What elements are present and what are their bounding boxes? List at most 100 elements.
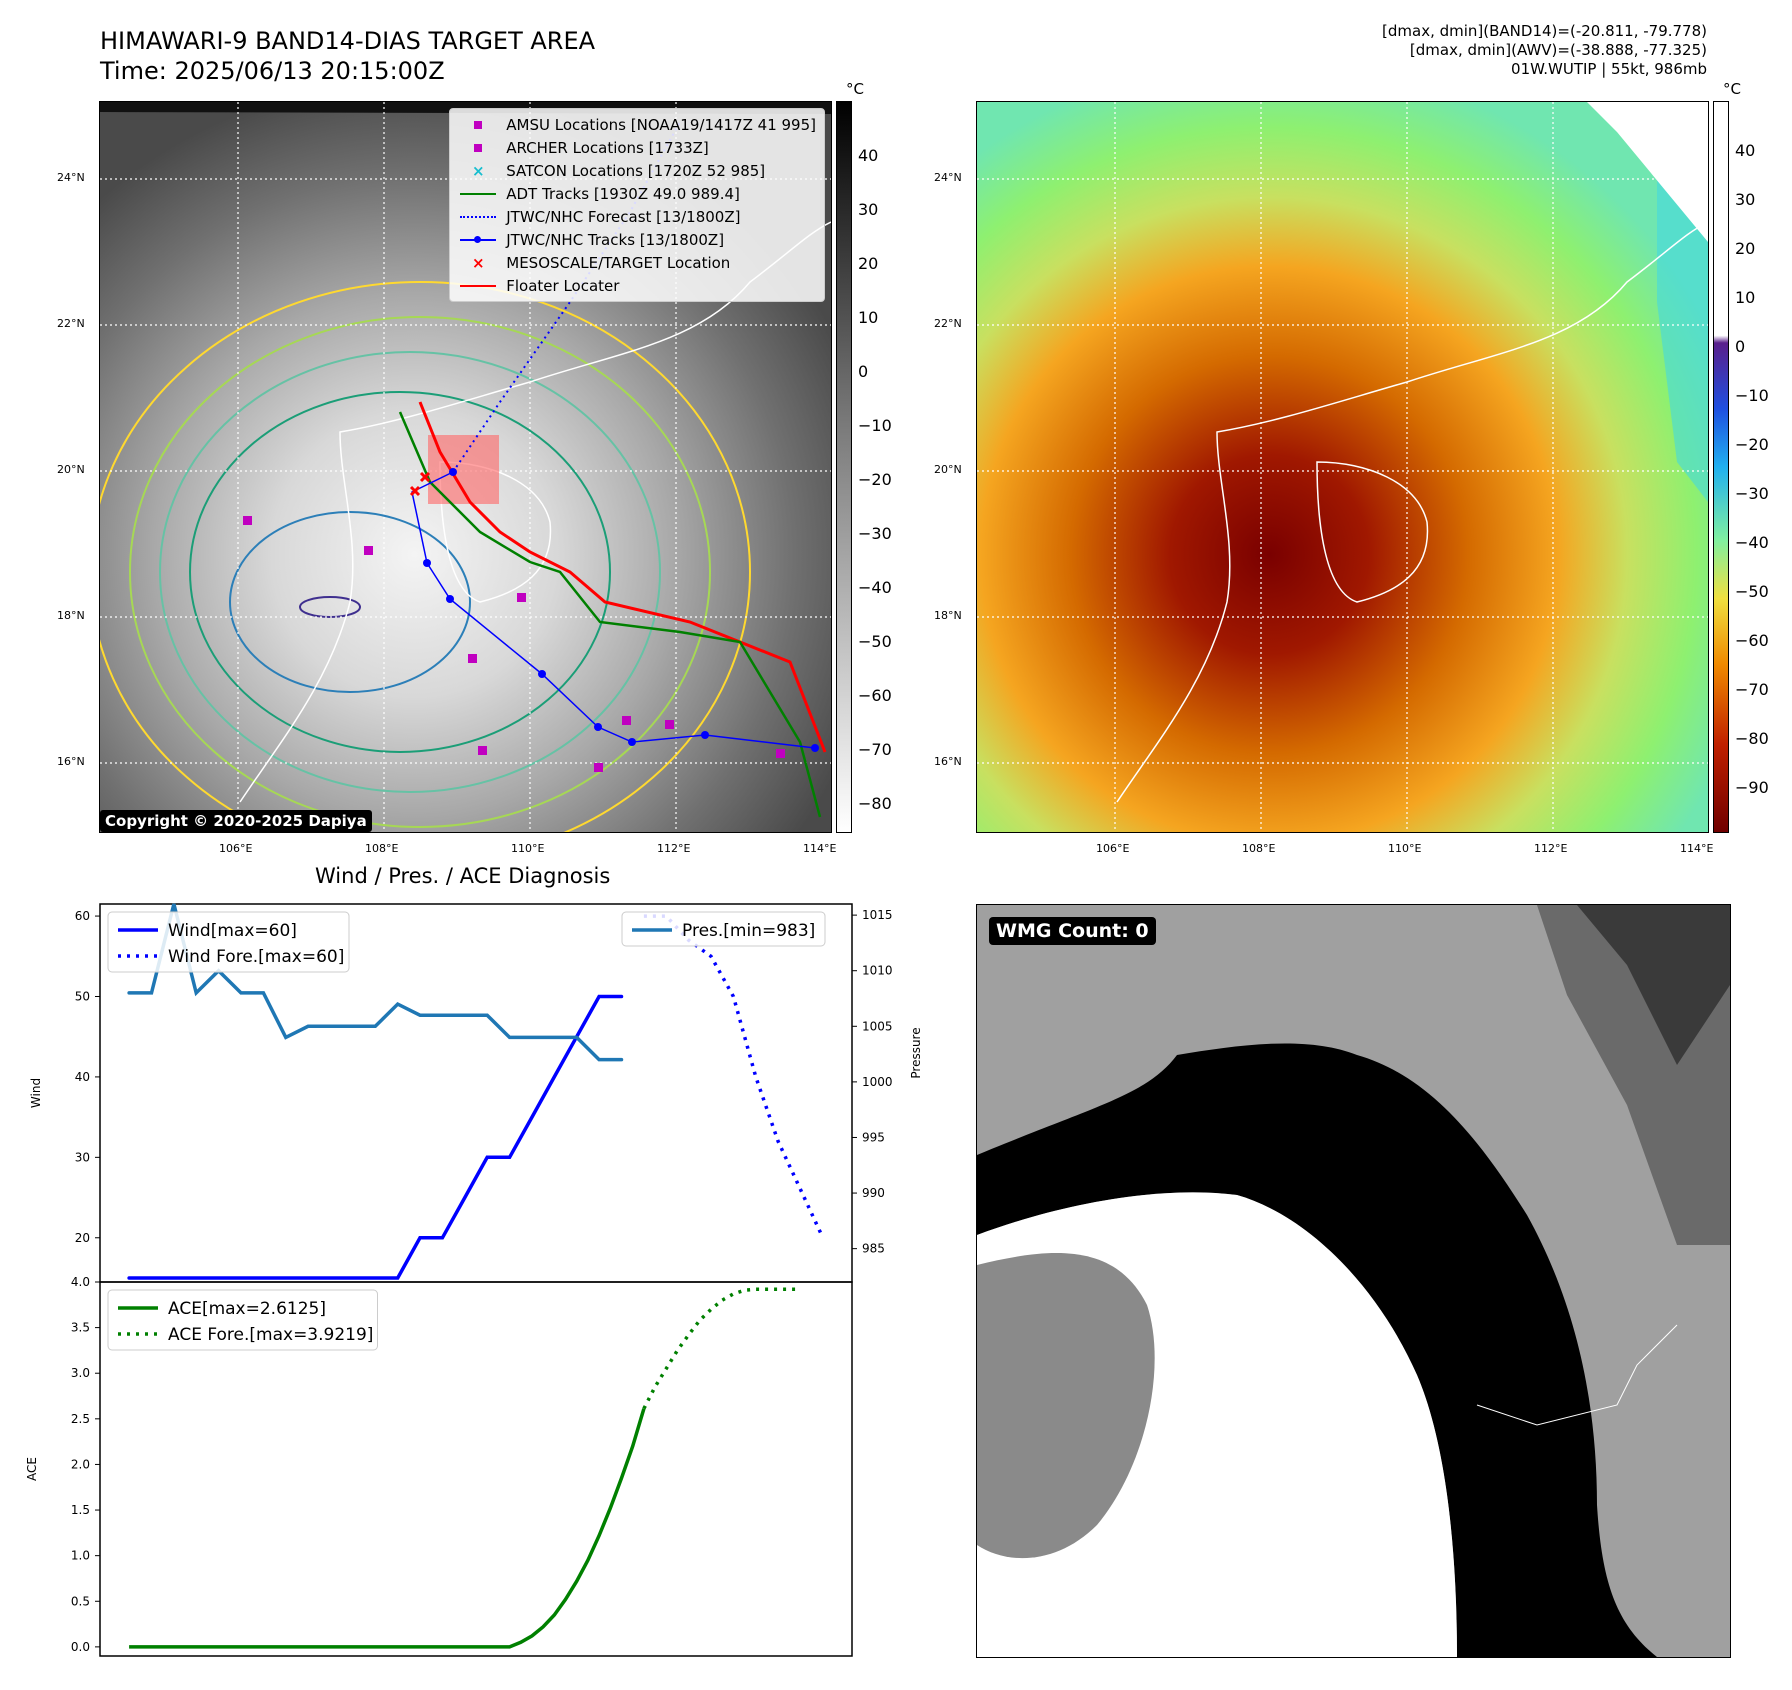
series-line-1 [643,914,825,1239]
wind-tick-label: 40 [75,1070,90,1084]
lon-label: 114°E [803,842,837,855]
pressure-tick-label: 1010 [862,964,893,978]
wmg-count-badge: WMG Count: 0 [989,917,1156,945]
ace-tick-label: 3.5 [71,1321,90,1335]
wind-axis-label: Wind [29,1078,43,1108]
pressure-tick-label: 1000 [862,1075,893,1089]
hainan-coastline [439,461,552,603]
colorbar-tick: −50 [1735,582,1769,601]
pressure-legend-box [621,911,826,947]
legend-item-jtwc-track: JTWC/NHC Tracks [13/1800Z] [458,228,816,251]
colorbar-tick: −40 [1735,533,1769,552]
square-marker-icon [474,143,483,152]
legend-item-adt: ADT Tracks [1930Z 49.0 989.4] [458,182,816,205]
wmg-gray-patch [977,1253,1155,1559]
ace-legend-label: ACE[max=2.6125] [168,1299,326,1319]
lon-label: 110°E [1388,842,1422,855]
lon-label: 106°E [219,842,253,855]
gridlines [977,102,1708,832]
ace-tick-label: 0.0 [71,1640,90,1654]
lon-label: 110°E [511,842,545,855]
diagnosis-title: Wind / Pres. / ACE Diagnosis [315,864,611,888]
info-storm: 01W.WUTIP | 55kt, 986mb [1511,60,1707,78]
colorbar-tick: −90 [1735,778,1769,797]
colorbar-tick: −20 [1735,435,1769,454]
colorbar-unit: °C [1723,80,1741,98]
colorbar-tick: −50 [858,632,892,651]
contour-teal [159,351,661,793]
contour-yellow [100,281,751,832]
colorbar-tick: −70 [858,740,892,759]
dot-marker-icon [474,236,482,243]
pressure-tick-label: 985 [862,1242,885,1256]
target-location-marks [409,471,431,497]
contour-rings [100,281,751,832]
ace-series-line-0 [129,1408,646,1649]
wind-tick-label: 30 [75,1150,90,1164]
lon-label: 114°E [1680,842,1714,855]
colorbar-tick: 0 [858,362,869,381]
colorbar-tick: −10 [1735,386,1769,405]
legend-item-forecast: JTWC/NHC Forecast [13/1800Z] [458,205,816,228]
lat-label: 24°N [57,171,85,184]
coastline [1476,1324,1678,1426]
ace-tick-label: 1.5 [71,1503,90,1517]
lat-label: 20°N [57,463,85,476]
square-marker-icon [474,120,483,129]
colorbar-unit: °C [846,80,864,98]
lat-label: 20°N [934,463,962,476]
lat-label: 18°N [934,609,962,622]
legend-item-satcon: × SATCON Locations [1720Z 52 985] [458,159,816,182]
lon-label: 108°E [1242,842,1276,855]
wind-tick-label: 50 [75,989,90,1003]
pressure-legend-label: Pres.[min=983] [682,921,815,941]
series-line-2 [127,903,624,1062]
ace-tick-label: 0.5 [71,1594,90,1608]
series-line-0 [127,994,624,1280]
colorbar-tick: 0 [1735,337,1746,356]
wind-legend-label: Wind[max=60] [168,921,297,941]
awv-colorbar [1713,101,1729,833]
lat-label: 16°N [934,755,962,768]
awv-map-panel [976,101,1709,833]
ace-axis-label: ACE [25,1457,39,1481]
wind-tick-label: 60 [75,909,90,923]
pressure-tick-label: 990 [862,1186,885,1200]
info-awv: [dmax, dmin](AWV)=(-38.888, -77.325) [1409,41,1707,59]
ace-legend-label: ACE Fore.[max=3.9219] [168,1325,373,1345]
wmg-panel: WMG Count: 0 [976,904,1731,1658]
colorbar-tick: −10 [858,416,892,435]
map-legend: AMSU Locations [NOAA19/1417Z 41 995] ARC… [449,108,825,302]
x-marker-icon: × [471,253,485,272]
amsu-archer-locations [243,516,785,772]
ace-tick-label: 4.0 [71,1275,90,1289]
colorbar-tick: 10 [858,308,879,327]
info-band14: [dmax, dmin](BAND14)=(-20.811, -79.778) [1382,22,1707,40]
contour-lightgreen [129,316,711,828]
colorbar-tick: −20 [858,470,892,489]
lat-label: 18°N [57,609,85,622]
ace-tick-label: 3.0 [71,1366,90,1380]
pressure-tick-label: 995 [862,1130,885,1144]
lat-label: 22°N [934,317,962,330]
wind-tick-label: 20 [75,1231,90,1245]
colorbar-tick: 10 [1735,288,1756,307]
floater-track [418,401,827,753]
colorbar-tick: −80 [858,794,892,813]
legend-item-amsu: AMSU Locations [NOAA19/1417Z 41 995] [458,113,816,136]
wmg-map [977,905,1730,1657]
colorbar-tick: 30 [858,200,879,219]
legend-item-target: × MESOSCALE/TARGET Location [458,251,816,274]
colorbar-tick: −80 [1735,729,1769,748]
colorbar-tick: −40 [858,578,892,597]
colorbar-tick: −60 [858,686,892,705]
pressure-tick-label: 1005 [862,1019,893,1033]
lon-label: 112°E [1534,842,1568,855]
dotted-line-icon [460,215,497,218]
ace-legend-box [107,1289,378,1351]
colorbar-tick: −30 [1735,484,1769,503]
colorbar-tick: −30 [858,524,892,543]
legend-item-floater: Floater Locater [458,274,816,297]
lon-label: 108°E [365,842,399,855]
adt-track [398,411,822,818]
